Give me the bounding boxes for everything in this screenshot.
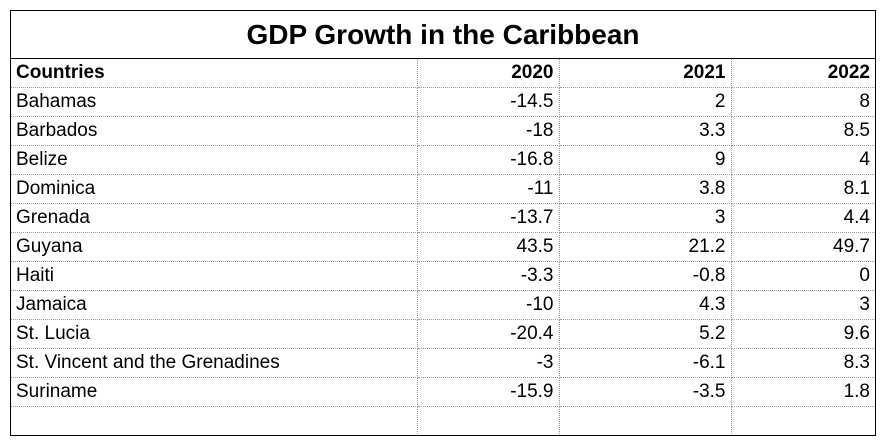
value-cell-2022[interactable]: 8.1	[731, 174, 875, 204]
value-cell-2020[interactable]: -20.4	[417, 319, 560, 349]
gdp-table: Countries 2020 2021 2022 Bahamas -14.5 2 8 B…	[11, 59, 875, 434]
value-cell-2022[interactable]: 9.6	[731, 319, 875, 349]
value-cell-2021[interactable]: -0.8	[559, 261, 732, 291]
table-row: Dominica -11 3.8 8.1	[11, 174, 875, 204]
value-cell-2021[interactable]: 2	[559, 87, 732, 117]
value-cell-2022[interactable]: 4	[731, 145, 875, 175]
value-cell-2021[interactable]: -3.5	[559, 377, 732, 407]
empty-cell[interactable]	[417, 406, 560, 434]
table-row: St. Vincent and the Grenadines -3 -6.1 8.3	[11, 348, 875, 378]
value-cell-2021[interactable]: 3.8	[559, 174, 732, 204]
empty-cell[interactable]	[11, 406, 418, 434]
country-cell[interactable]: Dominica	[11, 174, 418, 204]
value-cell-2022[interactable]: 8.3	[731, 348, 875, 378]
value-cell-2021[interactable]: 3.3	[559, 116, 732, 146]
value-cell-2020[interactable]: -10	[417, 290, 560, 320]
header-countries[interactable]: Countries	[11, 59, 418, 88]
value-cell-2022[interactable]: 8	[731, 87, 875, 117]
header-2021[interactable]: 2021	[559, 59, 732, 88]
value-cell-2020[interactable]: -15.9	[417, 377, 560, 407]
value-cell-2021[interactable]: 21.2	[559, 232, 732, 262]
table-row: Barbados -18 3.3 8.5	[11, 116, 875, 146]
value-cell-2020[interactable]: -3	[417, 348, 560, 378]
value-cell-2021[interactable]: 5.2	[559, 319, 732, 349]
value-cell-2020[interactable]: -3.3	[417, 261, 560, 291]
value-cell-2020[interactable]: 43.5	[417, 232, 560, 262]
value-cell-2020[interactable]: -16.8	[417, 145, 560, 175]
table-row: Grenada -13.7 3 4.4	[11, 203, 875, 233]
country-cell[interactable]: Bahamas	[11, 87, 418, 117]
empty-cell[interactable]	[559, 406, 732, 434]
value-cell-2021[interactable]: 9	[559, 145, 732, 175]
value-cell-2020[interactable]: -18	[417, 116, 560, 146]
value-cell-2022[interactable]: 4.4	[731, 203, 875, 233]
country-cell[interactable]: Barbados	[11, 116, 418, 146]
country-cell[interactable]: St. Lucia	[11, 319, 418, 349]
header-2022[interactable]: 2022	[731, 59, 875, 88]
value-cell-2021[interactable]: 4.3	[559, 290, 732, 320]
country-cell[interactable]: Guyana	[11, 232, 418, 262]
table-row: Bahamas -14.5 2 8	[11, 87, 875, 117]
table-row: Haiti -3.3 -0.8 0	[11, 261, 875, 291]
value-cell-2020[interactable]: -13.7	[417, 203, 560, 233]
value-cell-2021[interactable]: 3	[559, 203, 732, 233]
country-cell[interactable]: Jamaica	[11, 290, 418, 320]
table-row: Suriname -15.9 -3.5 1.8	[11, 377, 875, 407]
country-cell[interactable]: Haiti	[11, 261, 418, 291]
country-cell[interactable]: Belize	[11, 145, 418, 175]
header-row: Countries 2020 2021 2022	[11, 59, 875, 88]
country-cell[interactable]: Suriname	[11, 377, 418, 407]
value-cell-2022[interactable]: 3	[731, 290, 875, 320]
country-cell[interactable]: Grenada	[11, 203, 418, 233]
value-cell-2022[interactable]: 49.7	[731, 232, 875, 262]
table-row: St. Lucia -20.4 5.2 9.6	[11, 319, 875, 349]
value-cell-2020[interactable]: -14.5	[417, 87, 560, 117]
value-cell-2022[interactable]: 8.5	[731, 116, 875, 146]
table-title: GDP Growth in the Caribbean	[11, 11, 875, 59]
value-cell-2022[interactable]: 1.8	[731, 377, 875, 407]
empty-row	[11, 406, 875, 434]
table-row: Jamaica -10 4.3 3	[11, 290, 875, 320]
empty-cell[interactable]	[731, 406, 875, 434]
table-row: Belize -16.8 9 4	[11, 145, 875, 175]
value-cell-2022[interactable]: 0	[731, 261, 875, 291]
spreadsheet-table: GDP Growth in the Caribbean Countries 20…	[10, 10, 876, 436]
table-row: Guyana 43.5 21.2 49.7	[11, 232, 875, 262]
value-cell-2021[interactable]: -6.1	[559, 348, 732, 378]
country-cell[interactable]: St. Vincent and the Grenadines	[11, 348, 418, 378]
header-2020[interactable]: 2020	[417, 59, 560, 88]
value-cell-2020[interactable]: -11	[417, 174, 560, 204]
